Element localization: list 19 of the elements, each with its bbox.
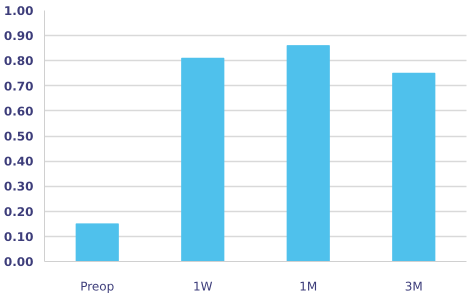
bar: [76, 223, 119, 262]
y-tick-label: 0.20: [4, 204, 34, 219]
bar: [181, 58, 224, 262]
y-tick-label: 0.50: [4, 130, 34, 144]
y-tick-label: 0.00: [4, 255, 34, 269]
y-tick-label: 0.80: [4, 54, 34, 68]
y-tick-label: 0.90: [4, 29, 34, 44]
x-tick-label: 3M: [404, 280, 423, 294]
y-tick-label: 0.30: [4, 180, 34, 194]
bar: [286, 45, 330, 262]
y-tick-label: 0.10: [4, 230, 34, 244]
bar: [392, 72, 436, 262]
x-tick-label: Preop: [80, 280, 114, 294]
y-tick-label: 1.00: [4, 4, 34, 18]
y-tick-label: 0.40: [4, 154, 34, 169]
x-tick-label: 1W: [193, 280, 213, 294]
x-tick-label: 1M: [299, 280, 318, 294]
y-tick-label: 0.60: [4, 104, 34, 118]
y-tick-label: 0.70: [4, 79, 34, 94]
